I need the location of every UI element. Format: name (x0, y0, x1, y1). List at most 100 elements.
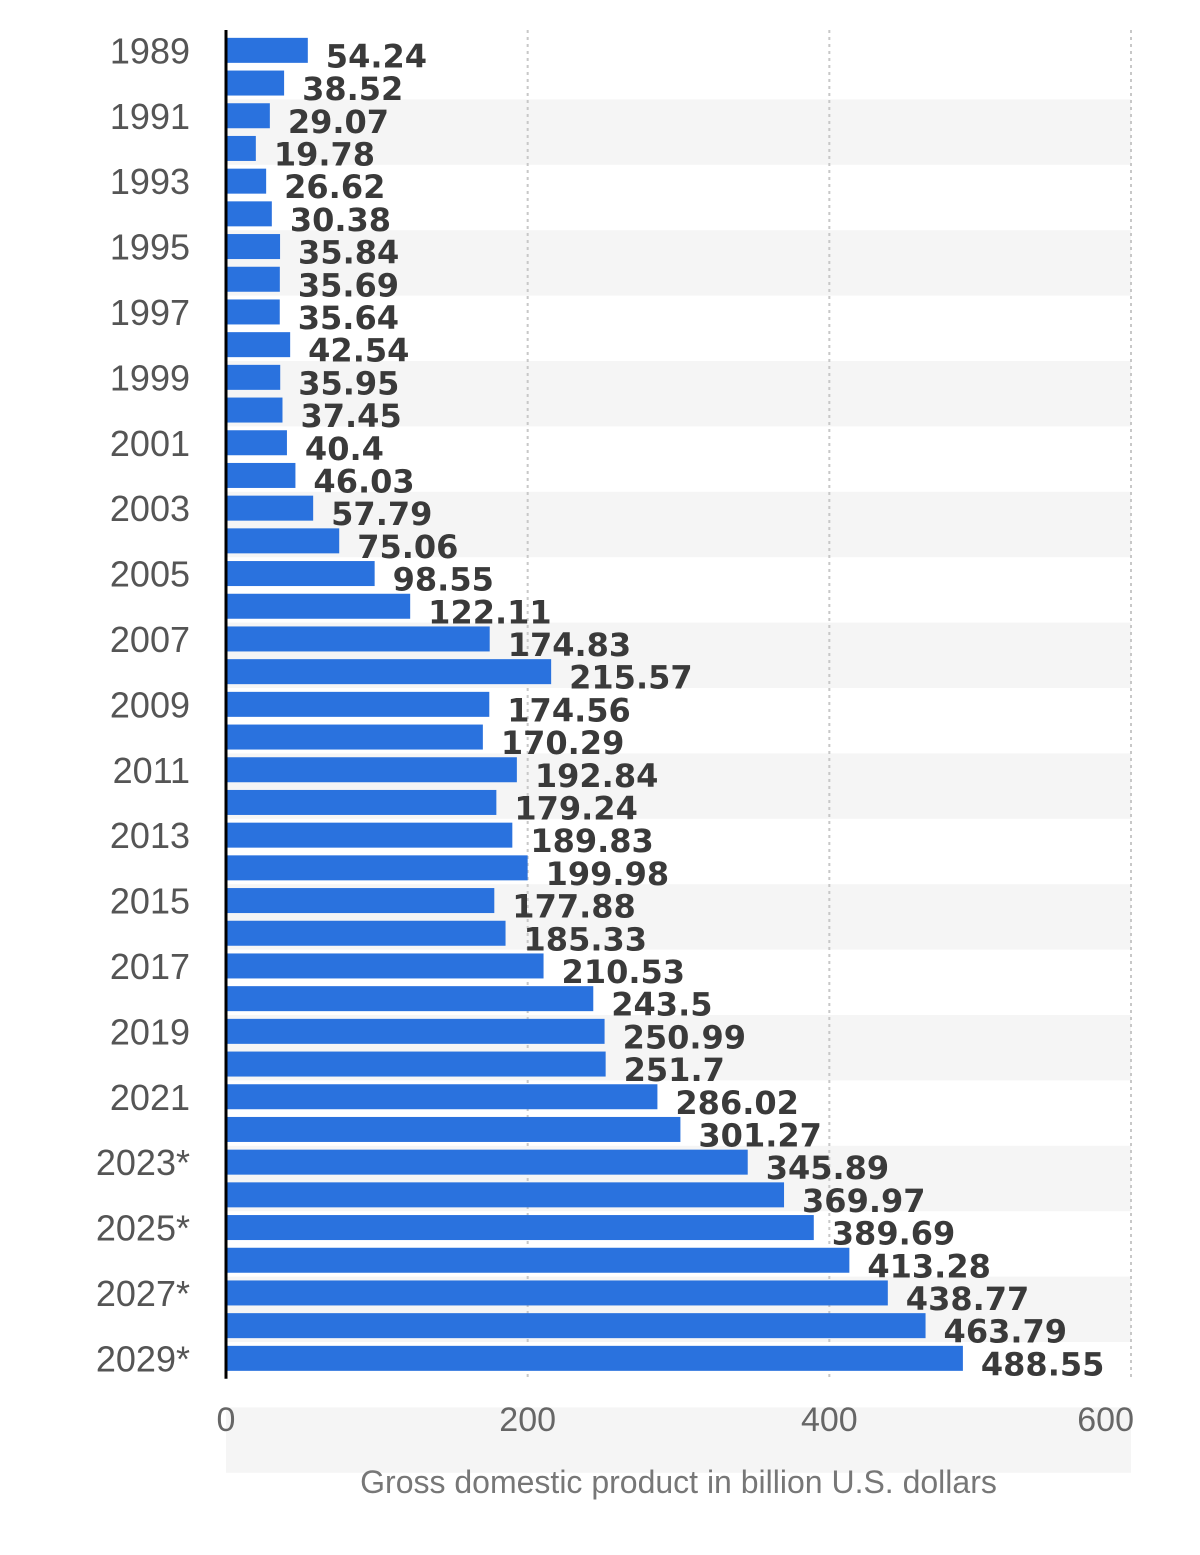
bar (226, 364, 281, 390)
value-label: 35.95 (298, 364, 399, 402)
row-band (226, 361, 1131, 427)
row-band (226, 491, 1131, 558)
bar (226, 1215, 814, 1241)
bar (226, 37, 308, 63)
category-label: 2015 (110, 881, 190, 922)
value-label: 75.06 (357, 528, 458, 566)
x-tick-label: 400 (801, 1401, 858, 1439)
value-label: 463.79 (944, 1313, 1067, 1351)
category-label: 2011 (113, 750, 190, 791)
value-label: 38.52 (302, 70, 403, 108)
category-label: 2017 (110, 946, 190, 987)
category-label: 2003 (110, 488, 190, 529)
bar (226, 724, 483, 750)
value-label: 243.5 (611, 986, 712, 1024)
bar (226, 659, 552, 685)
bar (226, 234, 281, 260)
value-label: 251.7 (624, 1051, 725, 1089)
value-label: 26.62 (284, 168, 385, 206)
bar (226, 691, 490, 717)
value-label: 210.53 (562, 953, 685, 991)
value-label: 185.33 (524, 920, 647, 958)
value-label: 40.4 (305, 430, 384, 468)
bar (226, 822, 513, 848)
bar (226, 168, 267, 194)
value-label: 42.54 (308, 332, 409, 370)
category-label: 2025* (96, 1208, 190, 1249)
category-label: 2027* (96, 1273, 190, 1314)
bar (226, 1084, 658, 1110)
bar (226, 888, 495, 914)
value-label: 177.88 (512, 888, 635, 926)
bar (226, 430, 287, 456)
category-label: 1999 (110, 357, 190, 398)
value-label: 35.64 (298, 299, 399, 337)
bar (226, 953, 544, 979)
category-label: 1997 (110, 292, 190, 333)
value-label: 389.69 (832, 1215, 955, 1253)
value-label: 345.89 (766, 1149, 889, 1187)
value-label: 174.83 (508, 626, 631, 664)
bar (226, 1051, 606, 1077)
category-label: 2029* (96, 1338, 190, 1379)
bar (226, 789, 497, 815)
bar (226, 397, 283, 423)
value-label: 122.11 (428, 593, 551, 631)
bar (226, 561, 375, 587)
value-label: 170.29 (501, 724, 624, 762)
value-label: 192.84 (535, 757, 658, 795)
category-label: 1995 (110, 227, 190, 268)
value-label: 413.28 (867, 1247, 990, 1285)
value-label: 174.56 (507, 691, 630, 729)
bar (226, 1280, 888, 1306)
value-label: 54.24 (326, 37, 427, 75)
bar (226, 855, 528, 881)
bar (226, 495, 314, 521)
bar (226, 299, 280, 325)
value-labels: 54.2438.5229.0719.7826.6230.3835.8435.69… (274, 37, 1105, 1383)
bar (226, 920, 506, 946)
bar (226, 135, 256, 161)
category-label: 2021 (110, 1077, 190, 1118)
value-label: 369.97 (802, 1182, 925, 1220)
bar (226, 1345, 963, 1371)
bar (226, 70, 285, 96)
row-band (226, 99, 1131, 165)
value-label: 57.79 (331, 495, 432, 533)
bar (226, 986, 594, 1012)
x-tick-label: 600 (1077, 1401, 1134, 1439)
category-label: 2019 (110, 1011, 190, 1052)
category-label: 1989 (110, 30, 190, 71)
category-label: 1991 (110, 96, 190, 137)
bars (226, 37, 963, 1371)
bar (226, 1313, 926, 1339)
value-label: 250.99 (623, 1018, 746, 1056)
x-tick-label: 200 (499, 1401, 556, 1439)
x-tick-label: 0 (217, 1401, 236, 1439)
gridlines (526, 30, 1132, 1379)
x-axis-ticks: 0 200 400 600 (217, 1401, 1134, 1439)
category-label: 2007 (110, 619, 190, 660)
row-band (226, 1407, 1131, 1473)
value-label: 37.45 (300, 397, 401, 435)
category-labels: 1989 1991 1993 1995 1997 1999 2001 2003 2005 2007… (96, 30, 190, 1379)
value-label: 35.69 (298, 266, 399, 304)
x-axis-title: Gross domestic product in billion U.S. d… (360, 1464, 997, 1500)
value-label: 488.55 (981, 1345, 1104, 1383)
value-label: 301.27 (698, 1116, 821, 1154)
bar (226, 1247, 850, 1273)
bar (226, 528, 340, 554)
bar (226, 462, 296, 488)
bar (226, 332, 291, 358)
bar (226, 626, 490, 652)
value-label: 286.02 (675, 1084, 798, 1122)
value-label: 438.77 (906, 1280, 1029, 1318)
value-label: 189.83 (530, 822, 653, 860)
bar (226, 757, 517, 783)
bar (226, 1116, 681, 1142)
value-label: 29.07 (288, 103, 389, 141)
bar (226, 1018, 605, 1044)
value-label: 19.78 (274, 135, 375, 173)
bar (226, 1182, 785, 1208)
bar (226, 266, 280, 292)
